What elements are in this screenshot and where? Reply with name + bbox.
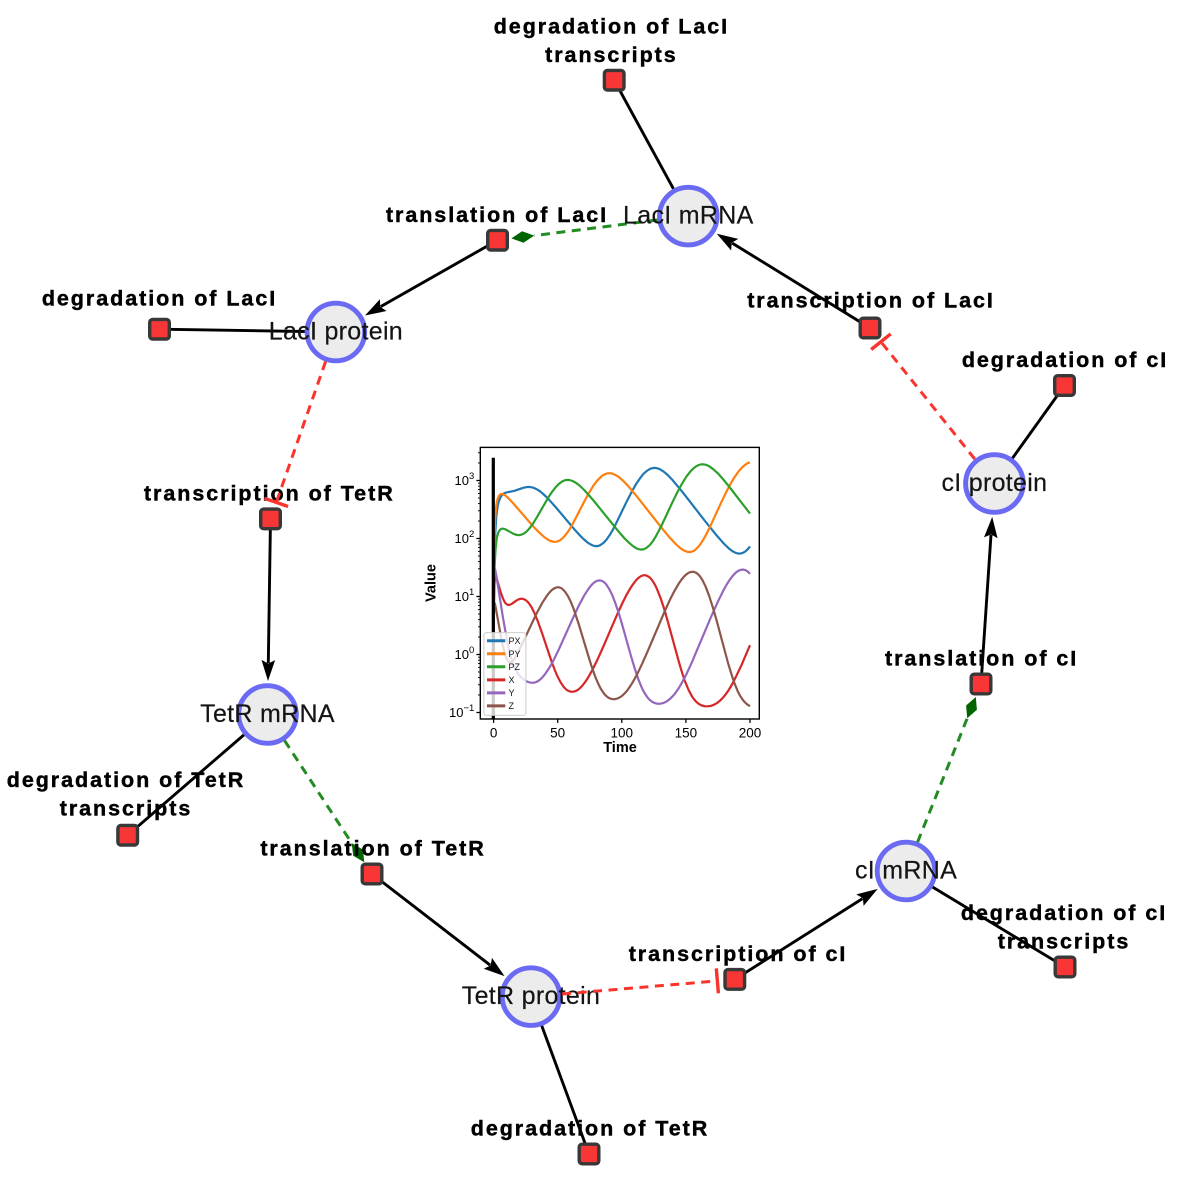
svg-text:degradation of LacI: degradation of LacI — [42, 287, 277, 311]
svg-text:150: 150 — [675, 725, 698, 740]
svg-text:Time: Time — [603, 740, 637, 756]
svg-text:PZ: PZ — [509, 662, 521, 672]
svg-text:X: X — [509, 675, 515, 685]
svg-text:degradation of TetR: degradation of TetR — [471, 1117, 710, 1141]
svg-text:200: 200 — [739, 725, 762, 740]
svg-text:degradation of TetR: degradation of TetR — [7, 768, 246, 792]
svg-text:TetR protein: TetR protein — [462, 982, 600, 1010]
svg-text:translation of LacI: translation of LacI — [386, 203, 608, 227]
svg-text:degradation of LacI: degradation of LacI — [494, 15, 729, 39]
svg-text:100: 100 — [611, 725, 634, 740]
svg-text:cI mRNA: cI mRNA — [855, 857, 957, 885]
svg-text:translation of TetR: translation of TetR — [260, 837, 485, 861]
svg-text:cI protein: cI protein — [941, 469, 1047, 497]
svg-text:degradation of cI: degradation of cI — [961, 901, 1167, 925]
svg-text:transcription of cI: transcription of cI — [629, 942, 848, 966]
svg-text:Value: Value — [424, 564, 440, 602]
svg-text:transcripts: transcripts — [60, 796, 193, 820]
svg-text:TetR mRNA: TetR mRNA — [200, 700, 335, 728]
svg-text:Y: Y — [509, 688, 515, 698]
svg-text:50: 50 — [550, 725, 565, 740]
svg-text:translation of cI: translation of cI — [885, 647, 1078, 671]
svg-text:0: 0 — [490, 725, 498, 740]
svg-text:PY: PY — [509, 649, 521, 659]
svg-text:transcripts: transcripts — [545, 43, 678, 67]
svg-text:transcription of LacI: transcription of LacI — [747, 289, 995, 313]
svg-text:transcripts: transcripts — [998, 930, 1131, 954]
svg-text:Z: Z — [509, 701, 515, 711]
svg-text:LacI protein: LacI protein — [269, 318, 403, 346]
svg-text:PX: PX — [509, 636, 521, 646]
svg-text:transcription of TetR: transcription of TetR — [144, 482, 395, 506]
svg-text:LacI mRNA: LacI mRNA — [623, 202, 754, 230]
svg-text:degradation of cI: degradation of cI — [962, 348, 1168, 372]
